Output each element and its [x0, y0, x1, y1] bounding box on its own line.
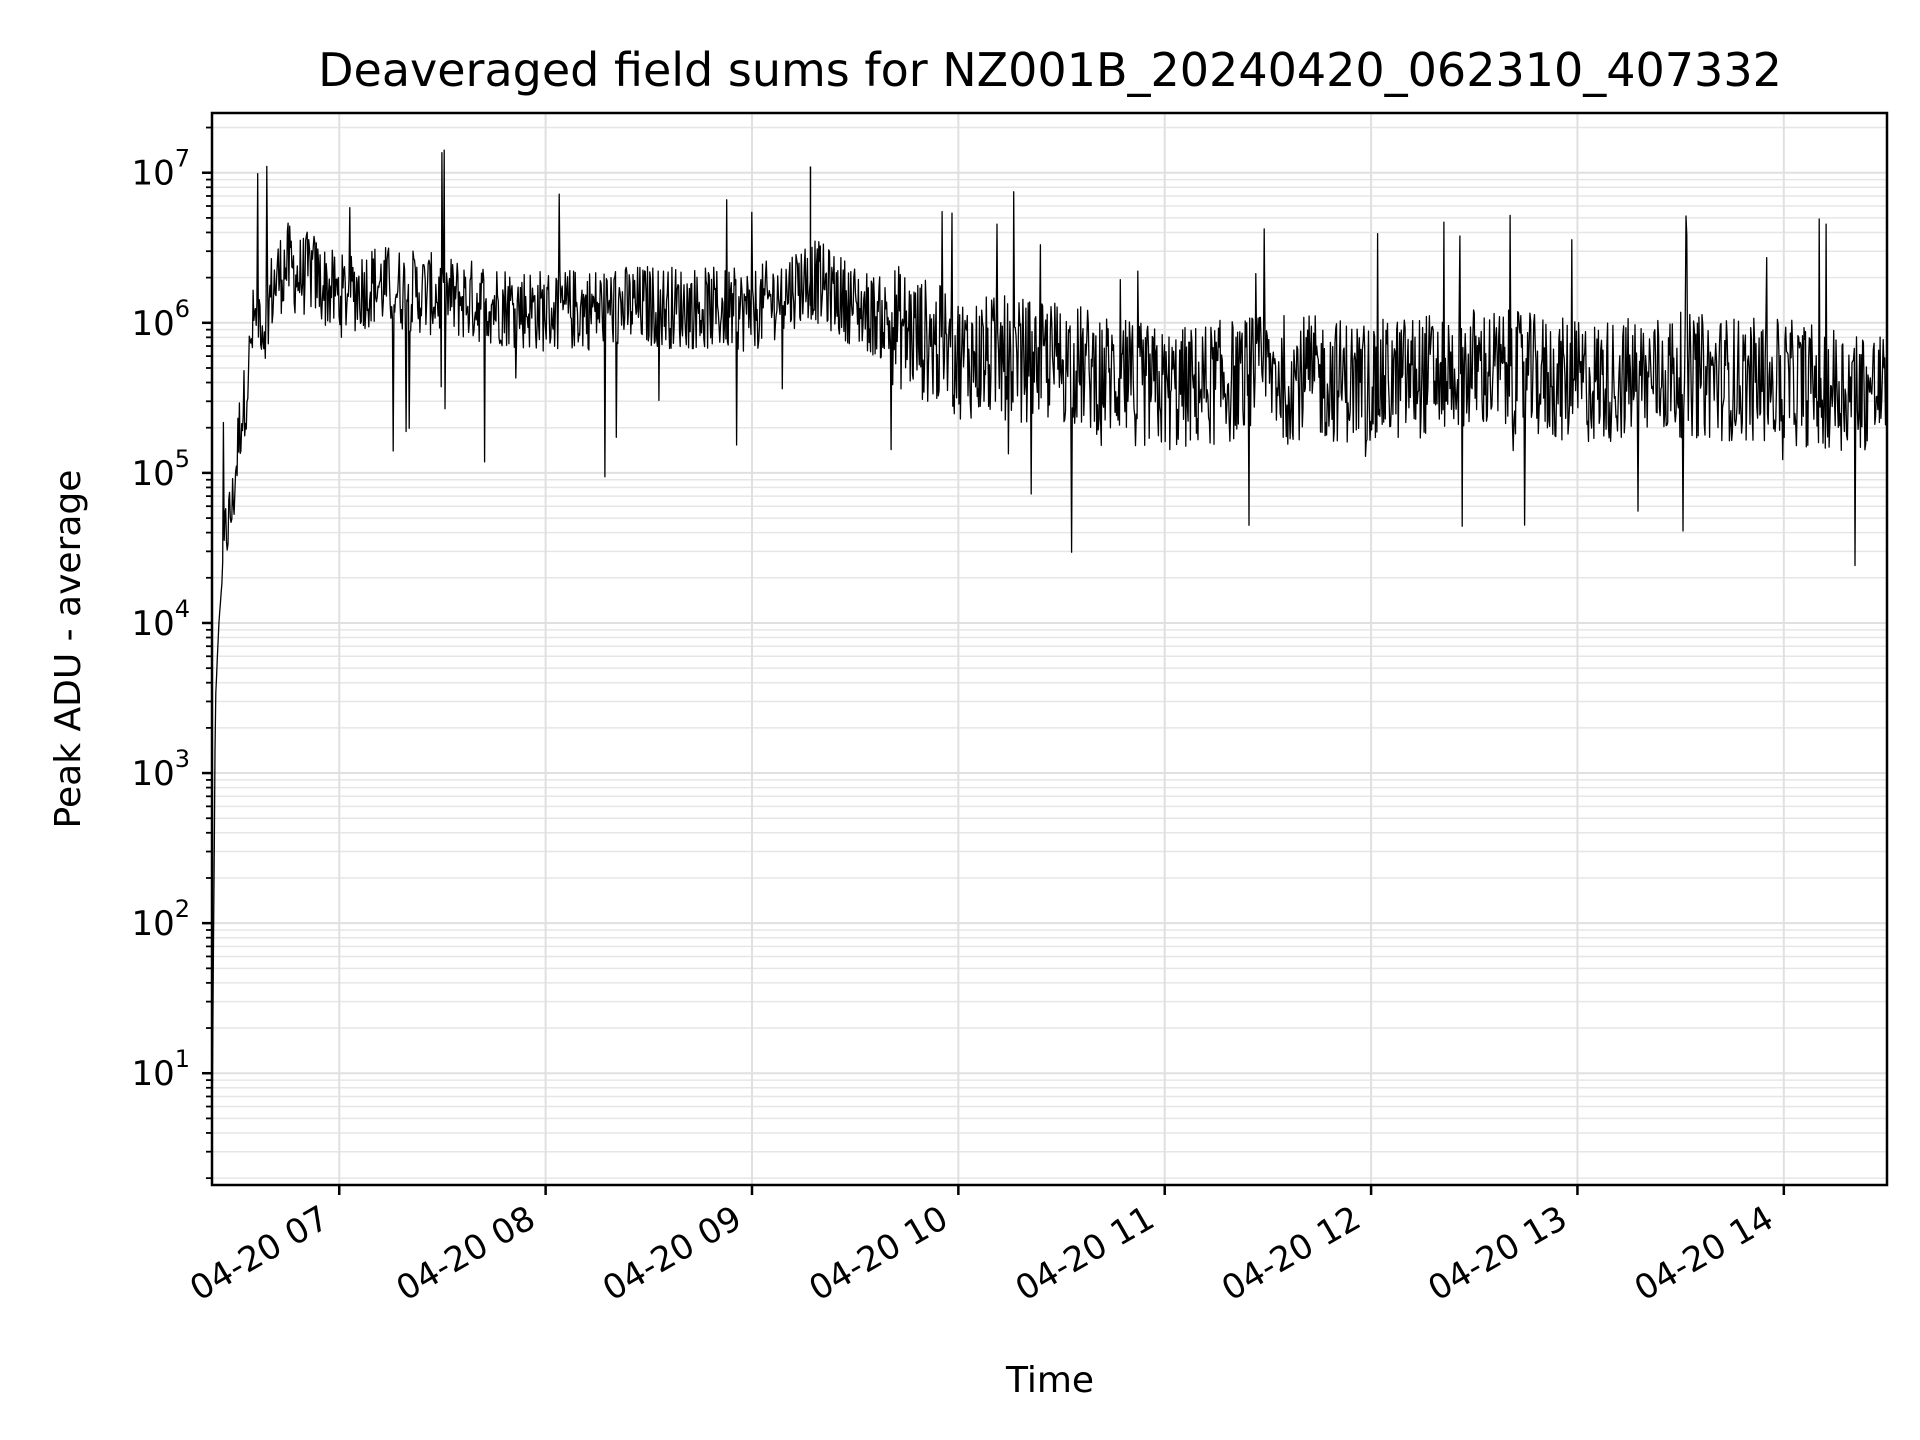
y-axis-label: Peak ADU - average [48, 470, 89, 829]
chart-title: Deaveraged field sums for NZ001B_2024042… [318, 43, 1782, 97]
x-axis-label: Time [1005, 1360, 1094, 1401]
plot-area-frame [210, 111, 1889, 1187]
y-tick-label: 103 [131, 745, 190, 794]
y-tick-label: 105 [131, 445, 190, 494]
y-tick-label: 101 [131, 1045, 190, 1094]
y-tick-label: 104 [131, 595, 190, 644]
y-tick-label: 107 [131, 145, 190, 194]
series-layer [211, 149, 1888, 1134]
y-tick-label: 102 [131, 895, 190, 944]
grid-lines [212, 113, 1887, 1185]
series-line [211, 149, 1888, 1134]
y-tick-label: 106 [131, 295, 190, 344]
